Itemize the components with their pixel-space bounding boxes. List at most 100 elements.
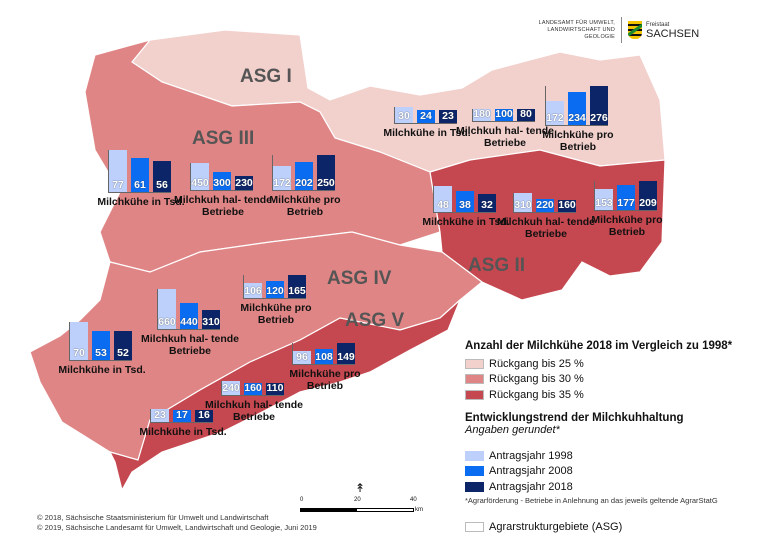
legend-item: Antragsjahr 2008 — [465, 464, 765, 479]
legend-item: Antragsjahr 1998 — [465, 448, 765, 463]
bar-group-asg-v-cows: 23 17 16 Milchkühe in Tsd. — [139, 373, 226, 438]
agency-name: LANDESAMT FÜR UMWELT, LANDWIRTSCHAFT UND… — [538, 19, 615, 40]
swatch — [465, 358, 484, 369]
bar-group-asg-v-per-farm: 96 108 149 Milchkühe pro Betrieb — [289, 315, 361, 392]
bar-group-caption: Milchkühe pro Betrieb — [289, 368, 361, 392]
north-arrow-icon: ↟ — [355, 481, 366, 495]
bar-1998: 180 — [473, 108, 491, 121]
region-asg-iii[interactable] — [84, 38, 441, 273]
scale-tick: 0 — [300, 497, 304, 503]
swatch — [465, 374, 484, 384]
legend-label: Agrarstrukturgebiete (ASG) — [489, 520, 623, 533]
legend-title-trend: Entwicklungstrend der Milchkuhhaltung — [465, 412, 684, 424]
legend-label: Rückgang bis 25 % — [489, 357, 584, 370]
bars: 77 61 56 — [108, 149, 171, 193]
bar-1998: 172 — [273, 165, 291, 190]
bars: 153 177 209 — [594, 180, 657, 211]
bars: 70 53 52 — [69, 321, 132, 361]
bar-2018: 149 — [337, 343, 355, 364]
bar-group-asg-i-farms: 180 100 80 Milchkuh hal- tende Betriebe — [456, 72, 554, 149]
bar-2008: 440 — [180, 302, 198, 329]
bar-group-asg-ii-cows: 48 38 32 Milchkühe in Tsd. — [422, 163, 510, 228]
bar-2018: 276 — [590, 86, 608, 125]
bar-2018: 32 — [478, 194, 496, 212]
copyright-line: © 2018, Sächsische Staatsministerium für… — [37, 513, 269, 522]
bar-1998: 310 — [514, 193, 532, 212]
bars: 180 100 80 — [472, 108, 535, 122]
bars: 660 440 310 — [157, 289, 220, 330]
bar-2018: 16 — [195, 409, 213, 422]
bar-group-caption: Milchkühe in Tsd. — [139, 426, 227, 438]
legend-label: Antragsjahr 2018 — [489, 480, 573, 493]
bar-2008: 61 — [131, 158, 149, 192]
bar-group-caption: Milchkuh hal- tende Betriebe — [205, 399, 304, 423]
copyright: © 2018, Sächsische Staatsministerium für… — [37, 513, 317, 533]
bar-2018: 52 — [114, 331, 132, 360]
bar-group-asg-iii-cows: 77 61 56 Milchkühe in Tsd. — [97, 143, 185, 208]
bars: 23 17 16 — [150, 409, 213, 423]
bar-1998: 77 — [109, 149, 127, 192]
bar-2008: 120 — [266, 281, 284, 298]
bar-2008: 53 — [92, 330, 110, 360]
bar-2008: 234 — [568, 92, 586, 125]
asg-i-label: ASG I — [240, 66, 292, 87]
bar-2018: 310 — [202, 310, 220, 329]
bar-group-asg-iv-cows: 70 53 52 Milchkühe in Tsd. — [58, 311, 146, 376]
bar-2008: 300 — [213, 172, 231, 190]
asg-ii-label: ASG II — [468, 255, 526, 276]
bar-group-caption: Milchkühe pro Betrieb — [542, 129, 614, 153]
bars: 240 160 110 — [221, 380, 284, 396]
bar-2008: 177 — [617, 185, 635, 210]
bar-2008: 202 — [295, 161, 313, 190]
swatch — [465, 389, 484, 400]
bar-1998: 48 — [434, 185, 452, 212]
scale-unit: km — [415, 507, 423, 513]
legend-label: Rückgang bis 35 % — [489, 388, 584, 401]
region-asg-v[interactable] — [108, 299, 461, 492]
swatch — [465, 481, 484, 492]
bar-group-caption: Milchkuh hal- tende Betriebe — [456, 125, 555, 149]
legend-label: Antragsjahr 1998 — [489, 449, 573, 462]
bar-group-asg-iv-per-farm: 106 120 165 Milchkühe pro Betrieb — [240, 249, 312, 326]
bar-group-asg-iii-per-farm: 172 202 250 Milchkühe pro Betrieb — [269, 141, 341, 218]
bar-1998: 70 — [70, 321, 88, 360]
bar-2018: 230 — [235, 176, 253, 190]
bar-2018: 165 — [288, 274, 306, 298]
bar-1998: 450 — [191, 163, 209, 190]
bar-1998: 172 — [546, 100, 564, 125]
bar-2018: 209 — [639, 180, 657, 210]
bar-group-asg-iv-farms: 660 440 310 Milchkuh hal- tende Betriebe — [141, 280, 239, 357]
bar-group-caption: Milchkühe in Tsd. — [97, 196, 185, 208]
bar-group-caption: Milchkühe in Tsd. — [422, 216, 510, 228]
legend-title-decline: Anzahl der Milchkühe 2018 im Vergleich z… — [465, 340, 733, 352]
bar-group-caption: Milchkühe pro Betrieb — [591, 214, 663, 238]
bar-group-caption: Milchkuh hal- tende Betriebe — [497, 216, 596, 240]
bar-2008: 17 — [173, 409, 191, 422]
bar-2008: 24 — [417, 109, 435, 123]
bar-2018: 80 — [517, 108, 535, 121]
bar-1998: 96 — [293, 350, 311, 364]
bar-1998: 106 — [244, 283, 262, 298]
state-name: SACHSEN — [646, 28, 700, 40]
swatch — [465, 450, 484, 461]
asg-iii-label: ASG III — [192, 128, 255, 149]
footnote: *Agrarförderung - Betriebe in Anlehnung … — [465, 496, 718, 505]
scale-bar: ↟ 0 20 40 km — [300, 481, 425, 513]
bar-2018: 56 — [153, 161, 171, 192]
scale-tick: 40 — [410, 497, 417, 503]
legend-subtitle: Angaben gerundet* — [465, 424, 560, 436]
bar-group-asg-v-farms: 240 160 110 Milchkuh hal- tende Betriebe — [205, 346, 303, 423]
bars: 30 24 23 — [394, 106, 457, 124]
bar-2008: 108 — [315, 348, 333, 364]
swatch — [465, 466, 484, 476]
bar-group-caption: Milchkühe pro Betrieb — [269, 194, 341, 218]
bar-group-caption: Milchkuh hal- tende Betriebe — [174, 194, 273, 218]
legend-item: Rückgang bis 30 % — [465, 372, 765, 387]
bar-group-asg-ii-farms: 310 220 160 Milchkuh hal- tende Betriebe — [497, 163, 595, 240]
bar-group-caption: Milchkühe in Tsd. — [383, 127, 471, 139]
bars: 48 38 32 — [433, 185, 496, 213]
asg-iv-label: ASG IV — [327, 268, 392, 289]
bar-group-caption: Milchkuh hal- tende Betriebe — [141, 333, 240, 357]
bar-2018: 250 — [317, 155, 335, 190]
bars: 172 234 276 — [545, 86, 608, 126]
